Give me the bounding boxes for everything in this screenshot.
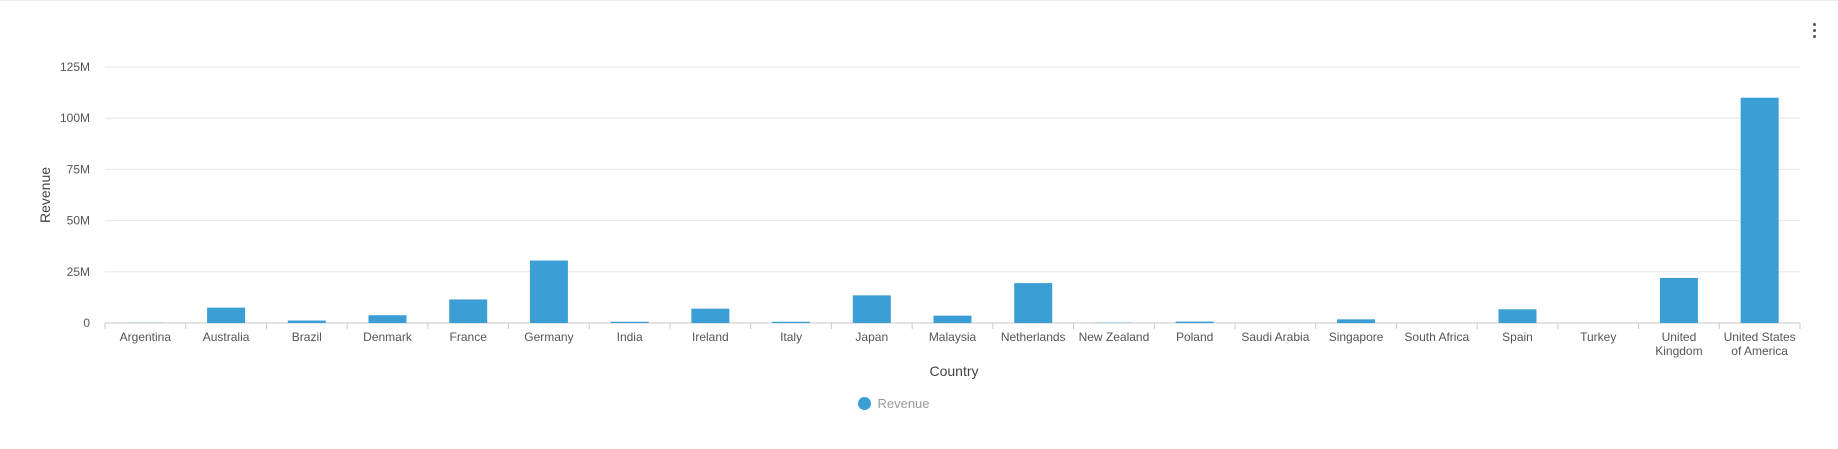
- x-tick-label: of America: [1731, 344, 1788, 358]
- more-vert-icon[interactable]: [1806, 20, 1822, 40]
- bar[interactable]: [368, 315, 407, 323]
- bar[interactable]: [1740, 97, 1779, 323]
- x-tick-label: Kingdom: [1655, 344, 1702, 358]
- bar[interactable]: [1659, 277, 1698, 323]
- x-tick-label: Ireland: [692, 330, 729, 344]
- x-tick-label: South Africa: [1404, 330, 1469, 344]
- x-tick-label: Germany: [524, 330, 573, 344]
- y-tick-label: 0: [83, 316, 90, 330]
- legend-swatch: [858, 397, 872, 410]
- x-tick-label: Australia: [203, 330, 250, 344]
- legend: Revenue: [0, 396, 1838, 411]
- x-tick-label: India: [617, 330, 643, 344]
- x-axis-title: Country: [929, 363, 978, 379]
- y-tick-label: 125M: [60, 60, 90, 74]
- legend-label: Revenue: [877, 396, 930, 411]
- bar[interactable]: [1014, 283, 1053, 323]
- x-tick-label: Japan: [855, 330, 888, 344]
- legend-item-revenue[interactable]: Revenue: [858, 396, 930, 411]
- gridlines: [105, 66, 1800, 324]
- revenue-by-country-chart: 0 25M 50M 75M 100M 125M Argentina Australia Bra…: [37, 60, 1801, 379]
- bar[interactable]: [1498, 309, 1537, 323]
- x-tick-label: Saudi Arabia: [1241, 330, 1309, 344]
- x-axis: Argentina Australia Brazil Denmark France Ger…: [104, 323, 1801, 358]
- y-axis-ticks: 0 25M 50M 75M 100M 125M: [60, 60, 90, 330]
- y-tick-label: 75M: [67, 162, 90, 176]
- x-tick-label: New Zealand: [1079, 330, 1150, 344]
- x-tick-label: United States: [1724, 330, 1796, 344]
- bar[interactable]: [772, 321, 811, 323]
- bar[interactable]: [287, 320, 326, 323]
- y-axis-title: Revenue: [37, 167, 53, 223]
- x-tick-label: United: [1662, 330, 1697, 344]
- x-tick-label: France: [450, 330, 488, 344]
- y-tick-label: 100M: [60, 111, 90, 125]
- y-tick-label: 25M: [67, 265, 90, 279]
- x-tick-label: Brazil: [292, 330, 322, 344]
- x-tick-label: Denmark: [363, 330, 413, 344]
- menu-dot: [1812, 28, 1816, 32]
- bar[interactable]: [1175, 321, 1214, 323]
- bar[interactable]: [610, 321, 649, 323]
- x-tick-label: Turkey: [1580, 330, 1616, 344]
- bar[interactable]: [933, 315, 972, 323]
- x-tick-label: Poland: [1176, 330, 1213, 344]
- y-tick-label: 50M: [67, 214, 90, 228]
- bar[interactable]: [529, 260, 568, 323]
- top-border: [0, 0, 1838, 1]
- menu-dot: [1812, 34, 1816, 38]
- bar[interactable]: [449, 299, 488, 323]
- bar[interactable]: [1337, 319, 1376, 323]
- menu-dot: [1812, 22, 1816, 26]
- x-tick-label: Spain: [1502, 330, 1533, 344]
- x-tick-label: Singapore: [1329, 330, 1384, 344]
- x-tick-label: Malaysia: [929, 330, 977, 344]
- bar[interactable]: [207, 307, 246, 323]
- bar[interactable]: [852, 295, 891, 323]
- x-tick-label: Netherlands: [1001, 330, 1066, 344]
- x-tick-label: Italy: [780, 330, 802, 344]
- bars: [126, 97, 1779, 323]
- x-tick-label: Argentina: [120, 330, 172, 344]
- bar[interactable]: [691, 308, 730, 323]
